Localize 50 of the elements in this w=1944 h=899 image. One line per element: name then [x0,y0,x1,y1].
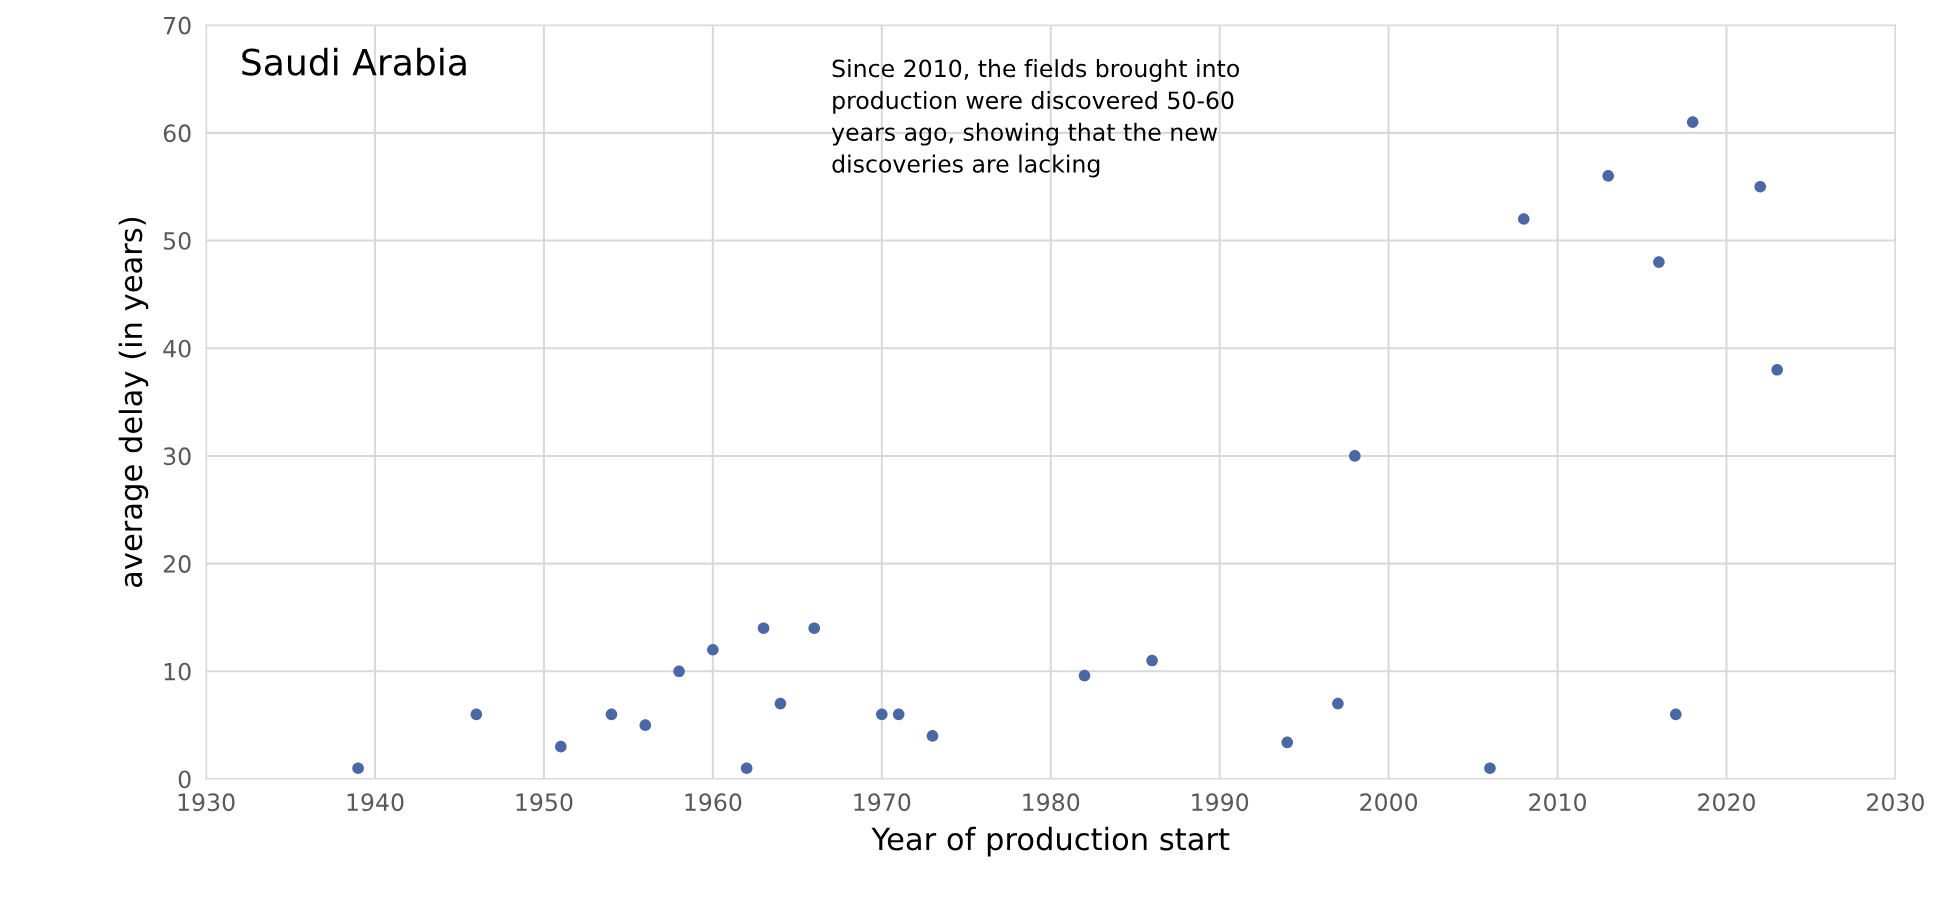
point [673,665,685,678]
x-tick-label: 1990 [1192,793,1249,812]
x-tick-label: 2000 [1360,793,1418,812]
point [1771,363,1783,376]
x-tick-label: 1970 [854,793,911,812]
point [875,708,888,721]
point [1332,697,1344,710]
point [757,622,770,635]
point [1686,116,1699,128]
x-tick-label: 2030 [1867,793,1924,812]
point [352,762,364,775]
y-tick-label: 60 [163,124,191,143]
point [1669,708,1682,721]
x-tick-label: 2010 [1529,793,1587,812]
point [1281,736,1294,749]
point [740,762,753,775]
point [926,730,939,742]
point [605,708,618,721]
annotation: Since 2010, the fields brought into production were discovered 50-60 years ago, showing that the new discoveries are lacking [831,59,1239,178]
x-axis-title: Year of production start [871,826,1230,857]
y-tick-label: 10 [164,662,191,681]
point [555,740,567,753]
y-tick-label: 40 [163,339,191,358]
point [1078,669,1091,682]
x-tick-label: 1980 [1023,793,1080,812]
point [1754,180,1767,193]
point [892,708,905,721]
point [1517,213,1530,225]
point [1602,170,1615,182]
point [1146,654,1158,667]
point [774,697,787,710]
point [1349,450,1361,462]
x-tick-label: 1960 [685,793,742,812]
point [639,719,652,731]
y-tick-label: 50 [163,231,191,250]
x-tick-label: 1940 [347,793,404,812]
point [470,708,483,721]
y-tick-label: 0 [178,770,191,789]
point [1484,762,1496,775]
y-tick-label: 30 [163,447,191,466]
annotation: Saudi Arabia [242,47,466,76]
x-tick-label: 1950 [516,793,573,812]
y-tick-label: 20 [163,555,191,573]
x-tick-label: 2020 [1698,793,1755,812]
y-tick-label: 70 [164,16,191,35]
point [707,643,719,656]
point [808,622,821,635]
x-tick-label: 1930 [178,793,235,812]
y-axis-title: average delay (in years) [118,217,149,587]
point [1653,256,1665,268]
